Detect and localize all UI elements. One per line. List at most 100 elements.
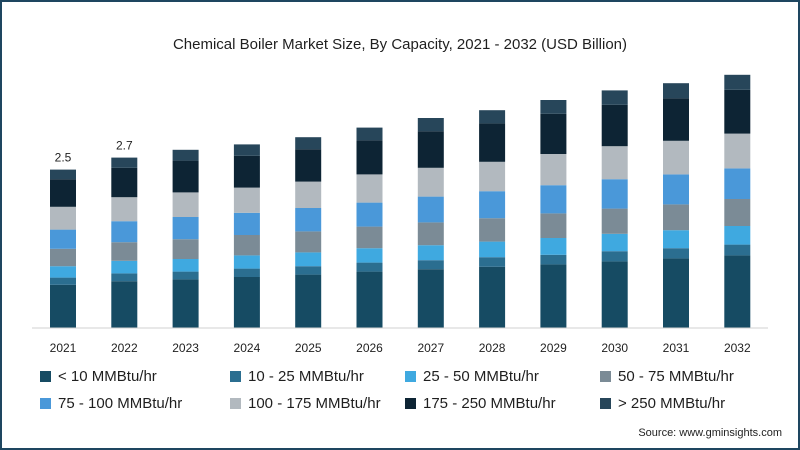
bar-segment-2027-series-8 (417, 118, 444, 132)
bar-segment-2023-series-7 (172, 160, 199, 193)
legend-swatch (40, 398, 51, 409)
bar-segment-2024-series-8 (233, 144, 260, 156)
x-tick-label-2022: 2022 (111, 341, 138, 355)
chart-plot: 2021 2.5 2022 2.7 2023 2024 2025 2026 2027 2028 20… (32, 74, 768, 355)
bar-segment-2029-series-2 (540, 254, 567, 265)
bar-segment-2032-series-7 (724, 89, 751, 134)
bar-segment-2025-series-1 (295, 274, 322, 328)
bar-segment-2021-series-2 (50, 277, 76, 285)
legend-item-6: 100 - 175 MMBtu/hr (230, 395, 405, 412)
bar-segment-2023-series-3 (172, 259, 199, 272)
bar-segment-2030-series-1 (601, 261, 628, 328)
bar-segment-2024-series-1 (233, 277, 260, 328)
bar-segment-2028-series-7 (479, 123, 506, 162)
bar-segment-2027-series-1 (417, 269, 444, 328)
bar-segment-2024-series-2 (233, 268, 260, 277)
bar-segment-2029-series-7 (540, 113, 567, 154)
bar-segment-2026-series-1 (356, 271, 383, 328)
bar-segment-2032-series-1 (724, 255, 751, 328)
x-tick-label-2024: 2024 (234, 341, 261, 355)
bar-segment-2021-series-3 (50, 266, 76, 278)
legend-label: > 250 MMBtu/hr (618, 395, 726, 412)
bar-segment-2025-series-4 (295, 231, 322, 253)
bar-segment-2024-series-4 (233, 235, 260, 256)
bar-segment-2028-series-2 (479, 257, 506, 267)
bar-segment-2026-series-5 (356, 202, 383, 227)
bar-segment-2027-series-5 (417, 196, 444, 223)
bar-segment-2027-series-3 (417, 245, 444, 261)
bar-segment-2032-series-8 (724, 74, 751, 90)
legend-item-2: 10 - 25 MMBtu/hr (230, 368, 405, 385)
bar-segment-2031-series-3 (663, 230, 689, 249)
legend-item-7: 175 - 250 MMBtu/hr (405, 395, 600, 412)
bar-segment-2031-series-6 (663, 140, 689, 175)
bars-layer (50, 74, 751, 328)
bar-segment-2022-series-6 (111, 197, 138, 222)
bar-segment-2025-series-5 (295, 208, 322, 232)
bar-segment-2022-series-2 (111, 273, 138, 282)
bar-segment-2029-series-5 (540, 185, 567, 214)
legend-item-1: < 10 MMBtu/hr (40, 368, 230, 385)
legend: < 10 MMBtu/hr 10 - 25 MMBtu/hr 25 - 50 MMB… (40, 368, 780, 412)
bar-segment-2022-series-3 (111, 260, 138, 274)
bar-segment-2031-series-8 (663, 83, 689, 99)
bar-segment-2029-series-1 (540, 264, 567, 328)
bar-segment-2030-series-8 (601, 90, 628, 105)
bar-segment-2029-series-6 (540, 154, 567, 186)
x-tick-label-2029: 2029 (540, 341, 567, 355)
legend-item-8: > 250 MMBtu/hr (600, 395, 780, 412)
legend-swatch (600, 371, 611, 382)
bar-segment-2026-series-2 (356, 262, 383, 272)
x-tick-label-2025: 2025 (295, 341, 322, 355)
bar-segment-2023-series-1 (172, 279, 199, 328)
bar-segment-2028-series-8 (479, 110, 506, 124)
bar-segment-2026-series-3 (356, 248, 383, 263)
bar-segment-2024-series-7 (233, 155, 260, 188)
bar-segment-2021-series-4 (50, 248, 76, 267)
bar-segment-2022-series-8 (111, 157, 138, 168)
legend-item-4: 50 - 75 MMBtu/hr (600, 368, 780, 385)
labels-layer: 2021 2.5 2022 2.7 2023 2024 2025 2026 2027 2028 20… (50, 139, 751, 355)
bar-segment-2021-series-8 (50, 169, 76, 180)
legend-swatch (405, 371, 416, 382)
bar-segment-2028-series-5 (479, 191, 506, 219)
data-label-total-2022: 2.7 (116, 139, 133, 153)
bar-segment-2032-series-2 (724, 244, 751, 256)
bar-segment-2032-series-5 (724, 168, 751, 199)
bar-segment-2021-series-6 (50, 206, 76, 230)
bar-segment-2030-series-7 (601, 104, 628, 147)
legend-swatch (40, 371, 51, 382)
bar-segment-2028-series-1 (479, 266, 506, 328)
x-tick-label-2021: 2021 (50, 341, 77, 355)
bar-segment-2031-series-1 (663, 258, 689, 328)
legend-swatch (405, 398, 416, 409)
x-tick-label-2031: 2031 (663, 341, 690, 355)
bar-segment-2031-series-7 (663, 98, 689, 141)
bar-segment-2024-series-5 (233, 212, 260, 235)
bar-segment-2029-series-8 (540, 100, 567, 114)
bar-segment-2029-series-4 (540, 213, 567, 238)
bar-segment-2030-series-2 (601, 251, 628, 262)
x-tick-label-2028: 2028 (479, 341, 506, 355)
bar-segment-2030-series-3 (601, 233, 628, 252)
legend-label: 50 - 75 MMBtu/hr (618, 368, 734, 385)
bar-segment-2028-series-3 (479, 241, 506, 258)
legend-label: 175 - 250 MMBtu/hr (423, 395, 556, 412)
bar-segment-2023-series-2 (172, 271, 199, 280)
bar-segment-2021-series-7 (50, 179, 76, 207)
bar-segment-2028-series-6 (479, 161, 506, 192)
bar-segment-2024-series-6 (233, 187, 260, 213)
bar-segment-2026-series-7 (356, 140, 383, 175)
bar-segment-2025-series-8 (295, 137, 322, 150)
legend-label: 10 - 25 MMBtu/hr (248, 368, 364, 385)
bar-segment-2022-series-4 (111, 242, 138, 261)
bar-segment-2032-series-3 (724, 226, 751, 245)
bar-segment-2023-series-4 (172, 239, 199, 259)
x-tick-label-2032: 2032 (724, 341, 751, 355)
bar-segment-2030-series-6 (601, 146, 628, 180)
bar-segment-2031-series-2 (663, 248, 689, 259)
bar-segment-2026-series-4 (356, 226, 383, 249)
bar-segment-2026-series-6 (356, 174, 383, 203)
legend-swatch (230, 371, 241, 382)
legend-item-3: 25 - 50 MMBtu/hr (405, 368, 600, 385)
